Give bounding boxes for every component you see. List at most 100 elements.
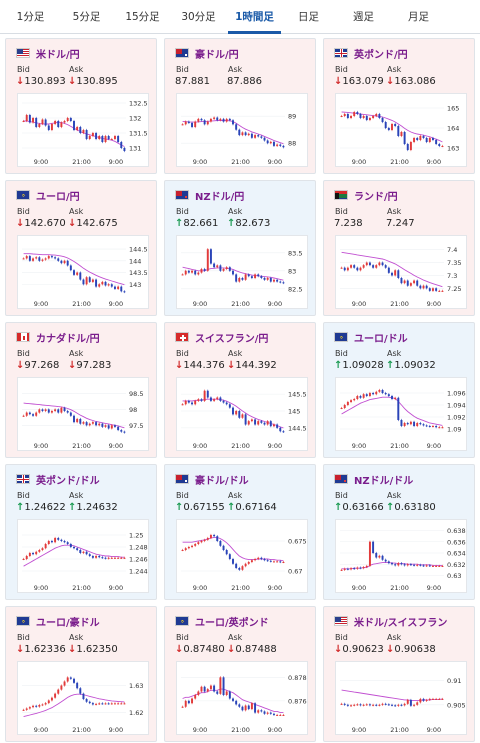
candle-body (181, 550, 184, 551)
y-tick-label: 144.5 (129, 246, 148, 254)
price-chart[interactable]: 89 88 9:00 21:00 9:00 (176, 93, 308, 167)
tab-1[interactable]: 1分足 (16, 11, 45, 23)
pair-name[interactable]: ランド/円 (354, 191, 398, 203)
tab-5[interactable]: 1時間足 (228, 0, 281, 34)
card-header: ユーロ/円 (16, 188, 80, 203)
pair-name[interactable]: NZドル/円 (195, 191, 245, 203)
currency-card[interactable]: 豪ドル/円 Bid Ask 87.881 87.886 89 88 9:00 21:00 9:00 (164, 38, 316, 174)
price-chart[interactable]: 83.5 83 82.5 9:00 21:00 9:00 (176, 235, 308, 309)
currency-card[interactable]: ユーロ/豪ドル Bid Ask ↓1.62336 ↓1.62350 1.63 1.62 9:0… (5, 606, 157, 742)
tab-8[interactable]: 月足 (408, 11, 429, 23)
card-header: ユーロ/英ポンド (175, 614, 269, 629)
currency-card[interactable]: ユーロ/ドル Bid Ask ↑1.09028 ↑1.09032 1.096 1.094 1.… (323, 322, 475, 458)
candle-body (263, 137, 266, 141)
currency-card[interactable]: カナダドル/円 Bid Ask ↓97.268 ↓97.283 98.5 98 97.5 9:0… (5, 322, 157, 458)
pair-name[interactable]: ユーロ/円 (36, 191, 80, 203)
bid-label: Bid (17, 633, 30, 642)
price-chart[interactable]: 132.5 132 131.5 131 9:00 21:00 9:00 (17, 93, 149, 167)
tab-6[interactable]: 日足 (298, 11, 319, 23)
candle-body (441, 290, 444, 292)
tab-4[interactable]: 30分足 (181, 11, 216, 23)
currency-card[interactable]: NZドル/ドル Bid Ask ↑0.63166 ↑0.63180 0.638 0.636 0… (323, 464, 475, 600)
candle-body (269, 421, 272, 427)
candle-body (123, 291, 126, 293)
candle-body (279, 714, 282, 716)
candle-body (91, 703, 94, 705)
price-chart[interactable]: 165 164 163 9:00 21:00 9:00 (335, 93, 467, 167)
currency-card[interactable]: 米ドル/スイスフラン Bid Ask ↓0.90623 ↓0.90638 0.91 0.90… (323, 606, 475, 742)
currency-card[interactable]: ユーロ/円 Bid Ask ↓142.670 ↓142.675 144.5 144 143.5… (5, 180, 157, 316)
candle-body (272, 561, 275, 563)
pair-name[interactable]: NZドル/ドル (354, 475, 414, 487)
pair-name[interactable]: カナダドル/円 (36, 333, 100, 345)
candle-body (76, 548, 79, 550)
pair-name[interactable]: 米ドル/スイスフラン (354, 617, 448, 629)
tab-7[interactable]: 週足 (353, 11, 374, 23)
candle-body (47, 256, 50, 259)
candle-body (438, 565, 441, 567)
price-chart[interactable]: 0.675 0.67 9:00 21:00 9:00 (176, 519, 308, 593)
pair-name[interactable]: 英ポンド/ドル (36, 475, 100, 487)
candle-body (276, 279, 279, 282)
ask-price: ↓142.675 (68, 218, 118, 229)
y-tick-label: 1.244 (129, 568, 148, 576)
currency-card[interactable]: スイスフラン/円 Bid Ask ↓144.376 ↓144.392 145.5 145 14… (164, 322, 316, 458)
candle-body (113, 425, 116, 427)
candle-body (397, 704, 400, 706)
arrow-down-icon: ↓ (334, 644, 343, 655)
tab-2[interactable]: 5分足 (72, 11, 101, 23)
price-chart[interactable]: 145.5 145 144.5 9:00 21:00 9:00 (176, 377, 308, 451)
candle-body (272, 141, 275, 146)
currency-card[interactable]: ランド/円 Bid Ask 7.238 7.247 7.4 7.35 7.3 7.25 9:00 2… (323, 180, 475, 316)
x-tick-label: 21:00 (72, 442, 91, 450)
currency-card[interactable]: 米ドル/円 Bid Ask ↓130.893 ↓130.895 132.5 132 131.5… (5, 38, 157, 174)
pair-name[interactable]: ユーロ/英ポンド (195, 617, 269, 629)
tab-3[interactable]: 15分足 (125, 11, 160, 23)
candle-body (428, 288, 431, 291)
price-chart[interactable]: 144.5 144 143.5 143 9:00 21:00 9:00 (17, 235, 149, 309)
candlestick-chart: 165 164 163 9:00 21:00 9:00 (340, 105, 459, 166)
candle-body (378, 555, 381, 558)
candle-body (381, 555, 384, 560)
candle-body (228, 267, 231, 271)
price-chart[interactable]: 0.638 0.636 0.634 0.632 0.63 9:00 21:00 9:00 (335, 519, 467, 593)
price-chart[interactable]: 98.5 98 97.5 9:00 21:00 9:00 (17, 377, 149, 451)
pair-name[interactable]: ユーロ/豪ドル (36, 617, 100, 629)
currency-card[interactable]: NZドル/円 Bid Ask ↑82.661 ↑82.673 83.5 83 82.5 9:00… (164, 180, 316, 316)
pair-name[interactable]: スイスフラン/円 (195, 333, 269, 345)
candle-body (41, 259, 44, 261)
candle-body (406, 564, 409, 566)
candle-body (225, 402, 228, 405)
ask-label: Ask (69, 633, 84, 642)
price-chart[interactable]: 1.096 1.094 1.092 1.09 9:00 21:00 9:00 (335, 377, 467, 451)
currency-card[interactable]: 英ポンド/円 Bid Ask ↓163.079 ↓163.086 165 164 163 9:0… (323, 38, 475, 174)
candle-body (85, 551, 88, 555)
currency-card[interactable]: 豪ドル/ドル Bid Ask ↑0.67155 ↑0.67164 0.675 0.67 9:0… (164, 464, 316, 600)
candle-body (416, 280, 419, 286)
price-chart[interactable]: 0.91 0.905 9:00 21:00 9:00 (335, 661, 467, 735)
y-tick-label: 0.632 (447, 561, 466, 569)
price-chart[interactable]: 0.878 0.876 9:00 21:00 9:00 (176, 661, 308, 735)
candle-body (213, 685, 216, 692)
candle-body (250, 419, 253, 422)
candle-body (422, 565, 425, 567)
candle-body (431, 288, 434, 291)
bid-label: Bid (335, 491, 348, 500)
flag-za-icon (334, 190, 348, 200)
ask-value: 0.63180 (394, 502, 436, 513)
price-chart[interactable]: 1.25 1.248 1.246 1.244 9:00 21:00 9:00 (17, 519, 149, 593)
currency-card[interactable]: ユーロ/英ポンド Bid Ask ↓0.87480 ↓0.87488 0.878 0.876… (164, 606, 316, 742)
pair-name[interactable]: ユーロ/ドル (354, 333, 408, 345)
pair-name[interactable]: 豪ドル/円 (195, 49, 239, 61)
pair-name[interactable]: 英ポンド/円 (354, 49, 408, 61)
pair-name[interactable]: 豪ドル/ドル (195, 475, 249, 487)
candle-body (110, 703, 113, 705)
candle-body (400, 278, 403, 284)
price-chart[interactable]: 1.63 1.62 9:00 21:00 9:00 (17, 661, 149, 735)
candle-body (257, 274, 260, 277)
pair-name[interactable]: 米ドル/円 (36, 49, 80, 61)
currency-card[interactable]: 英ポンド/ドル Bid Ask ↑1.24622 ↑1.24632 1.25 1.248 1.… (5, 464, 157, 600)
bid-label: Bid (176, 491, 189, 500)
candle-body (235, 124, 238, 130)
price-chart[interactable]: 7.4 7.35 7.3 7.25 9:00 21:00 9:00 (335, 235, 467, 309)
